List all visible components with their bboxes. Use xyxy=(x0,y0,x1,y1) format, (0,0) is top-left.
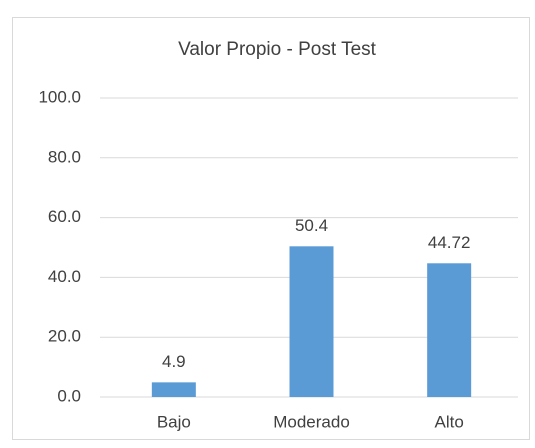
data-label: 4.9 xyxy=(162,352,186,371)
y-tick-label: 80.0 xyxy=(48,147,81,166)
data-label: 44.72 xyxy=(428,233,471,252)
data-label: 50.4 xyxy=(295,216,328,235)
y-tick-label: 60.0 xyxy=(48,207,81,226)
bar xyxy=(151,382,196,397)
bar xyxy=(427,263,472,397)
y-tick-label: 40.0 xyxy=(48,267,81,286)
x-tick-label: Alto xyxy=(435,412,464,431)
x-tick-label: Bajo xyxy=(157,412,191,431)
y-tick-label: 0.0 xyxy=(57,386,81,405)
bar xyxy=(289,246,334,397)
y-tick-label: 100.0 xyxy=(38,87,81,106)
x-tick-label: Moderado xyxy=(273,412,350,431)
y-tick-label: 20.0 xyxy=(48,327,81,346)
chart-title: Valor Propio - Post Test xyxy=(178,39,377,60)
